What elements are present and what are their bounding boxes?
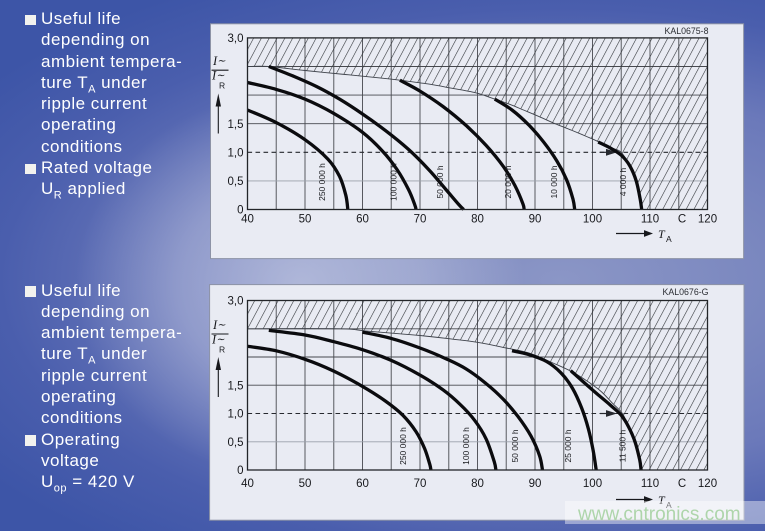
svg-text:0: 0 [237,465,243,477]
svg-text:11 500 h: 11 500 h [618,430,628,463]
svg-text:4 000 h: 4 000 h [618,168,628,197]
svg-text:250 000 h: 250 000 h [317,163,327,201]
svg-text:I∼: I∼ [211,332,225,346]
svg-text:A: A [666,500,672,510]
svg-text:T: T [658,227,666,241]
svg-text:0,5: 0,5 [228,176,244,188]
svg-text:I∼: I∼ [211,69,225,83]
svg-text:110: 110 [641,478,659,490]
svg-text:I∼: I∼ [212,54,226,68]
svg-text:110: 110 [641,214,659,226]
svg-text:I∼: I∼ [212,318,226,332]
svg-text:100 000 h: 100 000 h [389,163,399,201]
svg-text:50: 50 [299,478,312,490]
svg-text:80: 80 [471,214,484,226]
svg-text:20 000 h: 20 000 h [503,165,513,198]
svg-text:50: 50 [299,214,312,226]
svg-text:80: 80 [471,478,484,490]
svg-text:1,5: 1,5 [228,380,244,392]
svg-text:70: 70 [414,214,427,226]
svg-text:60: 60 [356,214,369,226]
svg-text:100: 100 [583,478,602,490]
svg-text:R: R [219,81,225,91]
svg-text:70: 70 [414,478,427,490]
svg-text:40: 40 [241,214,254,226]
svg-text:25 000 h: 25 000 h [563,429,573,462]
svg-text:C: C [678,478,686,490]
svg-text:0,5: 0,5 [228,437,244,449]
svg-text:3,0: 3,0 [228,33,244,45]
svg-text:50 000 h: 50 000 h [435,165,445,198]
svg-text:KAL0675-8: KAL0675-8 [664,26,708,36]
svg-text:0: 0 [237,205,243,217]
svg-text:100 000 h: 100 000 h [461,427,471,465]
svg-text:40: 40 [241,478,254,490]
svg-text:A: A [666,234,672,244]
svg-text:120: 120 [698,214,717,226]
svg-text:KAL0676-G: KAL0676-G [663,287,709,297]
svg-text:50 000 h: 50 000 h [510,429,520,462]
svg-text:250 000 h: 250 000 h [398,427,408,465]
svg-text:C: C [678,214,686,226]
svg-text:T: T [658,493,666,507]
svg-text:10 000 h: 10 000 h [549,165,559,198]
svg-text:3,0: 3,0 [228,296,244,308]
svg-text:90: 90 [529,214,542,226]
svg-text:R: R [219,344,225,354]
svg-text:1,0: 1,0 [228,409,244,421]
svg-text:1,0: 1,0 [228,148,244,160]
svg-text:1,5: 1,5 [228,119,244,131]
svg-text:100: 100 [583,214,602,226]
svg-text:60: 60 [356,478,369,490]
svg-text:90: 90 [529,478,542,490]
svg-text:120: 120 [698,478,717,490]
